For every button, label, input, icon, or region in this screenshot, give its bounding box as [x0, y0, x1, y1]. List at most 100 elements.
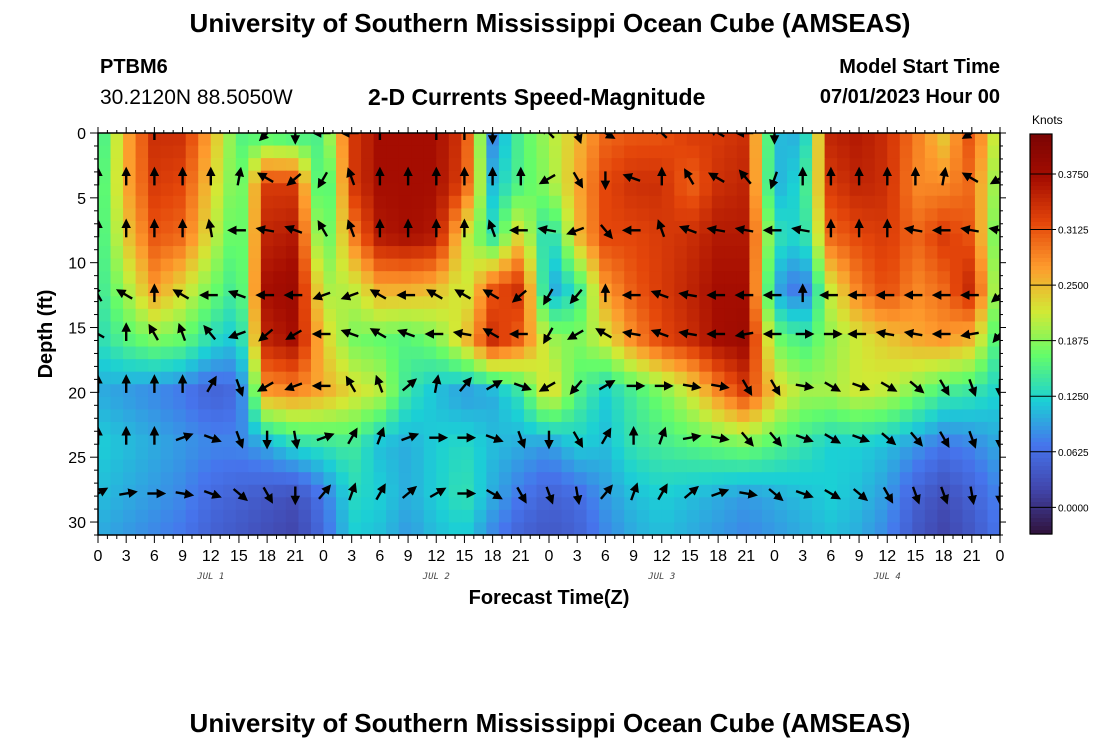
- heatmap-cell: [611, 396, 625, 410]
- heatmap-cell: [361, 233, 375, 247]
- heatmap-cell: [448, 472, 462, 486]
- heatmap-cell: [135, 271, 149, 285]
- heatmap-cell: [924, 497, 938, 511]
- current-vector: [256, 381, 274, 392]
- heatmap-cell: [373, 296, 387, 310]
- heatmap-cell: [98, 145, 112, 159]
- colorbar-segment: [1030, 294, 1052, 299]
- heatmap-cell: [248, 371, 262, 385]
- heatmap-cell: [148, 208, 162, 222]
- colorbar-segment: [1030, 366, 1052, 371]
- heatmap-cell: [386, 296, 400, 310]
- current-vector: [852, 433, 871, 443]
- heatmap-cell: [611, 371, 625, 385]
- heatmap-cell: [749, 183, 763, 197]
- heatmap-cell: [561, 509, 575, 524]
- heatmap-cell: [699, 359, 713, 373]
- heatmap-cell: [323, 346, 337, 360]
- x-tick-label: 6: [375, 548, 384, 565]
- heatmap-cell: [223, 145, 237, 159]
- heatmap-cell: [348, 195, 362, 209]
- heatmap-cell: [812, 170, 826, 184]
- heatmap-cell: [436, 233, 450, 247]
- heatmap-cell: [812, 321, 826, 335]
- x-tick-label: 21: [737, 548, 755, 565]
- heatmap-cell: [962, 359, 976, 373]
- heatmap-cell: [323, 208, 337, 222]
- heatmap-cell: [148, 497, 162, 511]
- heatmap-cell: [173, 170, 187, 184]
- heatmap-cell: [160, 133, 174, 147]
- heatmap-cell: [323, 258, 337, 272]
- heatmap-cell: [336, 145, 350, 159]
- colorbar-segment: [1030, 494, 1052, 499]
- current-vector: [598, 379, 616, 391]
- heatmap-cell: [912, 208, 926, 222]
- heatmap-cell: [498, 308, 513, 323]
- heatmap-cell: [962, 271, 976, 285]
- colorbar-segment: [1030, 474, 1052, 479]
- heatmap-cell: [210, 220, 224, 235]
- heatmap-cell: [624, 258, 638, 272]
- heatmap-cell: [223, 522, 237, 535]
- heatmap-cell: [361, 346, 375, 360]
- heatmap-cell: [398, 296, 412, 310]
- heatmap-cell: [198, 497, 212, 511]
- heatmap-cell: [473, 296, 487, 310]
- colorbar-segment: [1030, 242, 1052, 247]
- heatmap-cell: [636, 283, 650, 297]
- heatmap-cell: [699, 271, 713, 285]
- current-vector: [740, 431, 754, 447]
- heatmap-cell: [962, 509, 976, 524]
- heatmap-cell: [536, 283, 550, 297]
- heatmap-cell: [899, 258, 913, 272]
- x-tick-label: 15: [907, 548, 925, 565]
- heatmap-cell: [323, 195, 337, 209]
- heatmap-cell: [110, 170, 124, 184]
- current-vector: [452, 328, 472, 339]
- heatmap-cell: [962, 459, 976, 473]
- heatmap-cell: [523, 509, 538, 524]
- heatmap-cell: [624, 334, 638, 348]
- heatmap-cell: [285, 396, 300, 410]
- heatmap-cell: [160, 246, 174, 260]
- heatmap-cell: [523, 409, 538, 423]
- heatmap-cell: [724, 195, 738, 209]
- x-tick-label: 15: [230, 548, 248, 565]
- heatmap-cell: [962, 484, 976, 498]
- heatmap-cell: [135, 296, 149, 310]
- heatmap-cell: [423, 208, 437, 222]
- heatmap-cell: [110, 246, 124, 260]
- heatmap-cell: [661, 246, 675, 260]
- heatmap-cell: [749, 359, 763, 373]
- heatmap-cell: [135, 509, 149, 524]
- heatmap-cell: [135, 409, 149, 423]
- heatmap-cell: [198, 296, 212, 310]
- heatmap-cell: [298, 246, 312, 260]
- heatmap-cell: [912, 183, 926, 197]
- heatmap-cell: [611, 421, 625, 436]
- heatmap-cell: [937, 133, 951, 147]
- heatmap-cell: [235, 195, 249, 209]
- heatmap-cell: [711, 158, 725, 172]
- heatmap-cell: [549, 258, 563, 272]
- heatmap-cell: [599, 158, 613, 172]
- heatmap-cell: [398, 509, 412, 524]
- heatmap-cell: [674, 133, 688, 147]
- heatmap-cell: [761, 509, 776, 524]
- heatmap-cell: [974, 409, 989, 423]
- heatmap-cell: [686, 509, 700, 524]
- x-tick-label: 0: [319, 548, 328, 565]
- heatmap-cell: [736, 472, 751, 486]
- heatmap-cell: [323, 497, 337, 511]
- heatmap-cell: [937, 258, 951, 272]
- heatmap-cell: [962, 233, 976, 247]
- current-vector: [172, 289, 190, 300]
- heatmap-cell: [461, 296, 475, 310]
- heatmap-cell: [373, 208, 387, 222]
- heatmap-cell: [649, 183, 663, 197]
- heatmap-cell: [248, 321, 262, 335]
- heatmap-cell: [912, 258, 926, 272]
- heatmap-cell: [398, 133, 412, 147]
- heatmap-cell: [373, 384, 387, 398]
